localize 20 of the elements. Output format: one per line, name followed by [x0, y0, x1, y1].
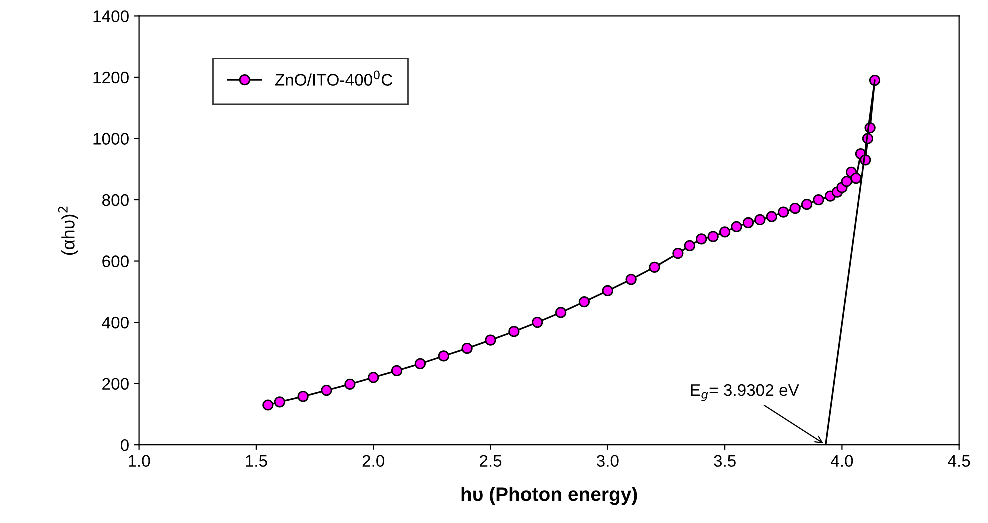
y-tick-label: 200: [102, 378, 129, 390]
y-tick-label: 400: [102, 316, 129, 329]
x-tick-label: 2.5: [480, 455, 502, 468]
y-tick-label: 1200: [94, 72, 129, 84]
x-tick-label: 1.5: [246, 455, 268, 468]
y-tick-label: 800: [102, 194, 129, 206]
annotation: E$_{g}$= 3.9302 eV: [691, 384, 800, 402]
x-axis-title: hυ (Photon energy): [462, 487, 638, 506]
x-tick-label: 4.5: [948, 455, 970, 468]
x-tick-label: 2.0: [362, 455, 385, 468]
y-tick-label: 1400: [94, 10, 129, 22]
y-tick-label: 0: [120, 439, 129, 452]
legend-label: ZnO/ITO-400$^{0}$C: [275, 70, 393, 86]
y-tick-label: 1000: [94, 133, 129, 145]
x-tick-label: 3.5: [714, 455, 736, 468]
x-tick-label: 1.0: [128, 455, 150, 468]
y-axis-title: (αhυ)$^{2}$: [58, 206, 78, 256]
y-tick-label: 600: [102, 256, 129, 268]
x-tick-label: 3.0: [596, 455, 619, 468]
x-tick-label: 4.0: [831, 455, 854, 468]
